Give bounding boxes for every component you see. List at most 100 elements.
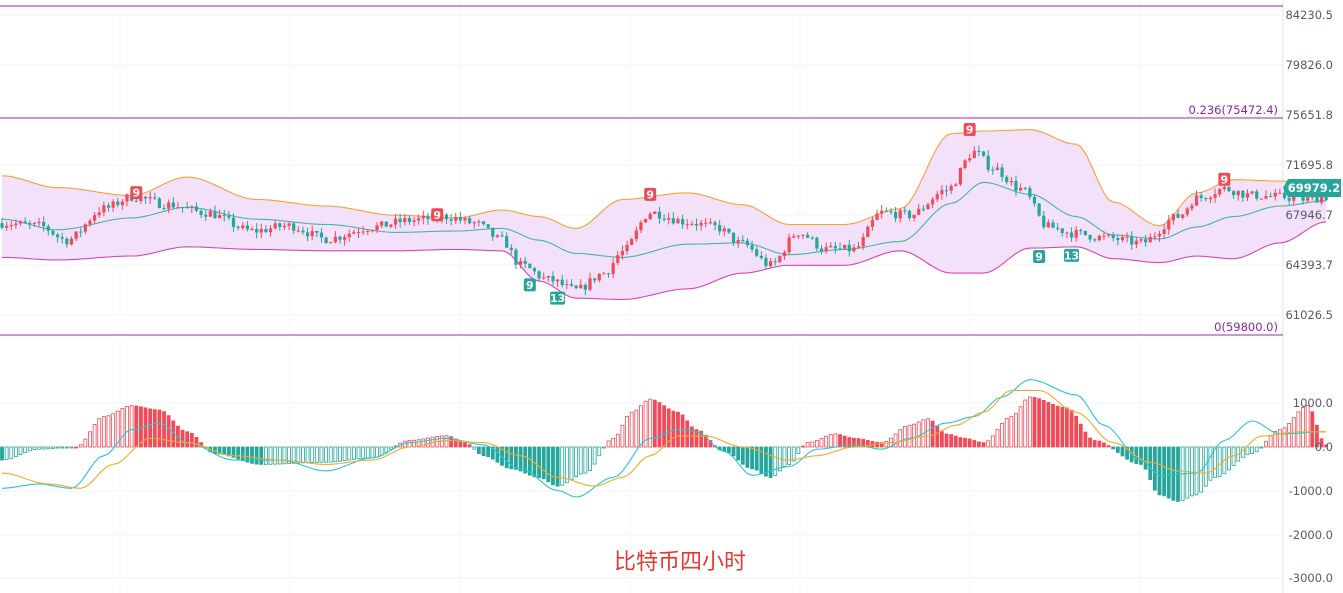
candle-body: [1259, 198, 1263, 200]
macd-bar: [764, 446, 768, 477]
macd-bar: [481, 446, 486, 457]
macd-bar: [1055, 405, 1060, 448]
candle-body: [171, 202, 175, 208]
candle-body: [245, 225, 249, 230]
candle-body: [495, 235, 500, 237]
macd-tick-label: 0.0: [1315, 440, 1333, 454]
candle-body: [1287, 198, 1291, 201]
candle-body: [556, 279, 560, 282]
macd-bar: [963, 437, 967, 448]
fib-label: 0(59800.0): [1214, 320, 1278, 334]
candle-body: [833, 246, 837, 249]
candle-body: [319, 232, 324, 238]
candle-body: [227, 215, 231, 218]
macd-bar: [495, 446, 500, 463]
candle-body: [847, 244, 851, 252]
macd-bar: [1162, 446, 1167, 497]
macd-bar: [652, 399, 657, 448]
macd-bar: [444, 435, 449, 448]
macd-bar: [129, 405, 134, 448]
td-marker-box: [130, 186, 143, 200]
candle-body: [1153, 236, 1157, 238]
macd-bar: [338, 446, 342, 462]
candle-body: [648, 213, 652, 220]
candle-body: [958, 168, 963, 185]
macd-bar: [273, 446, 278, 465]
candle-body: [180, 207, 185, 209]
macd-tick-label: 1000.0: [1293, 396, 1333, 410]
candle-body: [1204, 197, 1208, 200]
candle-body: [1042, 215, 1046, 228]
candle-body: [426, 215, 430, 220]
candle-body: [153, 197, 157, 199]
macd-bar: [773, 446, 778, 476]
candle-body: [282, 225, 287, 228]
macd-bar: [893, 433, 898, 448]
candle-body: [148, 197, 152, 199]
candle-body: [537, 271, 541, 279]
candle-body: [14, 223, 18, 226]
bollinger-upper: [1, 129, 1327, 229]
macd-bar: [476, 446, 481, 455]
candle-body: [843, 244, 847, 249]
macd-bar: [60, 446, 65, 449]
macd-bar: [981, 442, 986, 448]
macd-bar: [560, 446, 565, 486]
candle-body: [167, 202, 171, 209]
macd-bar: [606, 440, 611, 448]
macd-bar: [319, 446, 324, 463]
macd-bar: [1069, 409, 1074, 448]
candle-body: [745, 240, 750, 246]
macd-bar: [990, 435, 995, 448]
macd-bar: [1083, 431, 1088, 448]
candle-body: [1208, 197, 1213, 200]
candle-body: [509, 247, 513, 250]
macd-bar: [92, 424, 97, 448]
macd-bar: [379, 446, 384, 456]
macd-bar: [509, 446, 514, 470]
macd-bar: [111, 413, 116, 448]
macd-bar: [791, 446, 796, 462]
candle-body: [1236, 190, 1240, 196]
macd-bar: [1120, 446, 1125, 457]
macd-bar: [1148, 446, 1153, 481]
candle-body: [477, 221, 481, 223]
candle-body: [472, 222, 476, 224]
macd-bar: [995, 429, 1000, 448]
candle-body: [102, 205, 106, 213]
macd-bar: [1023, 399, 1028, 448]
candle-body: [653, 211, 657, 214]
macd-dea-line: [1, 389, 1327, 489]
macd-bar: [1287, 422, 1292, 448]
candle-body: [639, 222, 643, 231]
candle-body: [611, 262, 615, 275]
macd-bar: [810, 441, 815, 448]
candle-body: [625, 244, 629, 252]
candle-body: [773, 261, 777, 263]
macd-bar: [46, 446, 51, 450]
macd-bar: [389, 446, 393, 450]
candle-body: [1218, 189, 1222, 195]
candle-body: [1324, 197, 1328, 200]
td-marker-text: 13: [550, 292, 565, 305]
candle-body: [606, 273, 611, 275]
candle-body: [407, 218, 412, 222]
candle-body: [481, 221, 486, 225]
candle-body: [1315, 196, 1319, 203]
candle-body: [907, 211, 912, 219]
macd-bar: [1213, 446, 1217, 478]
candle-body: [278, 223, 282, 228]
chart-caption: 比特币四小时: [614, 550, 747, 575]
macd-bar: [1282, 427, 1287, 448]
macd-bar: [1051, 404, 1055, 448]
macd-bar: [736, 446, 741, 461]
macd-bar: [217, 446, 222, 455]
macd-bar: [421, 438, 426, 448]
macd-bar: [1106, 445, 1111, 448]
macd-bar: [37, 446, 41, 450]
candle-body: [514, 249, 518, 265]
candle-body: [778, 256, 782, 262]
candle-body: [213, 211, 217, 219]
macd-bar: [88, 431, 92, 448]
